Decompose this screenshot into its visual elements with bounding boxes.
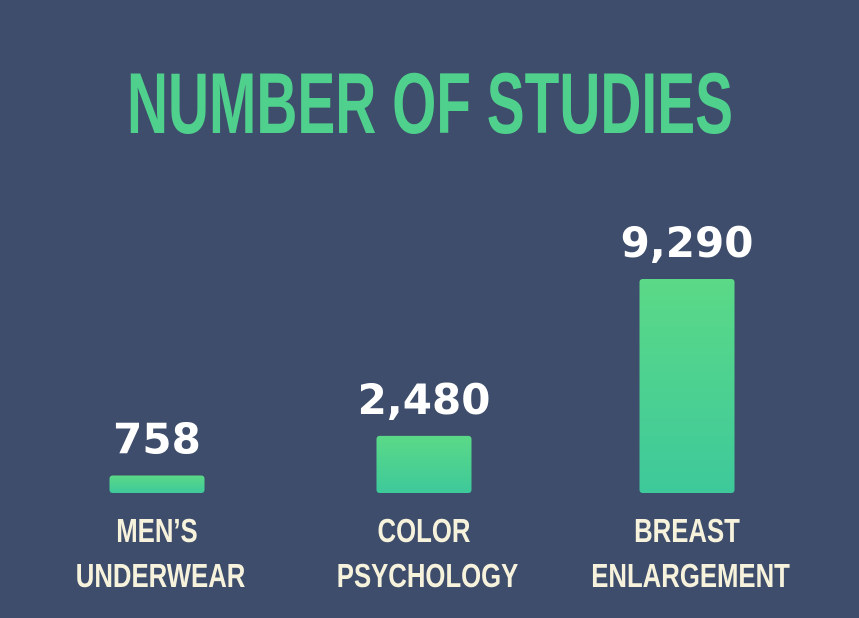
chart-title: NUMBER OF STUDIES <box>127 56 733 152</box>
bar <box>639 279 735 493</box>
bar <box>376 435 472 493</box>
value-label: 758 <box>113 415 201 464</box>
x-tick-label: BREAST ENLARGEMENT <box>584 513 790 595</box>
value-label: 9,290 <box>621 218 754 267</box>
bar <box>109 475 205 493</box>
x-tick-label: MEN’S UNDERWEAR <box>69 513 246 595</box>
x-tick-label: COLOR PSYCHOLOGY <box>330 513 519 595</box>
value-label: 2,480 <box>358 375 491 424</box>
